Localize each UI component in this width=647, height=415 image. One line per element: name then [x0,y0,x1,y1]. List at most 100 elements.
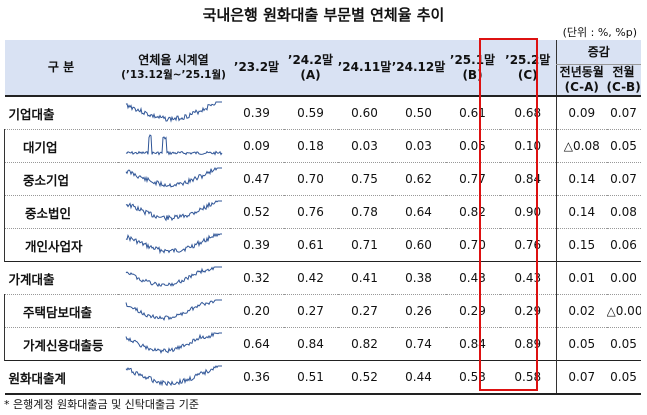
sparkline-chart [125,101,222,123]
change-yoy-cell: 0.15 [556,228,607,262]
row-label: 중소법인 [4,195,118,229]
table-row: 가계신용대출등 0.64 0.84 0.82 0.74 0.84 0.89 0.05 0.05 [4,327,641,361]
change-yoy-cell: △0.08 [556,129,607,163]
footnote: * 은행계정 원화대출금 및 신탁대출금 기준 [4,398,200,411]
header-series-range: (’13.12월~’25.1월) [121,68,226,81]
value-cell: 0.60 [405,238,432,252]
row-label: 주택담보대출 [4,294,118,328]
change-mom-cell: 0.05 [610,337,637,351]
value-cell: 0.43 [459,271,486,285]
header-change-yoy: 전년동월 (C-A) [556,64,607,97]
sparkline-chart [125,134,222,156]
value-cell: 0.70 [297,172,324,186]
value-cell: 0.20 [243,304,270,318]
header-col-0: ’23.2말 [229,40,284,97]
header-series: 연체율 시계열 (’13.12월~’25.1월) [117,40,230,97]
value-cell: 0.03 [405,139,432,153]
value-cell: 0.53 [459,370,486,384]
change-yoy-cell: 0.05 [556,327,607,361]
value-cell: 0.36 [243,370,270,384]
sparkline-chart [125,232,222,255]
value-cell: 0.42 [297,271,324,285]
change-mom-cell: 0.08 [610,205,637,219]
header-col-2: ’24.11말 [337,40,392,97]
sparkline-line [125,299,222,321]
row-label: 개인사업자 [4,228,118,262]
value-cell: 0.64 [243,337,270,351]
value-cell: 0.41 [351,271,378,285]
sparkline-line [125,166,222,188]
value-cell: 0.75 [351,172,378,186]
sparkline-chart [125,266,222,288]
value-cell: 0.61 [459,106,486,120]
sparkline-line [125,134,222,156]
sparkline-cell [118,130,230,163]
value-cell: 0.52 [351,370,378,384]
sparkline-cell [118,196,230,229]
header-col-1: ’24.2말 (A) [283,40,338,97]
value-cell: 0.60 [351,106,378,120]
value-cell: 0.58 [514,370,542,384]
table-row: 중소법인 0.52 0.76 0.78 0.64 0.82 0.90 0.14 0.08 [4,195,641,229]
header-col-5: ’25.2말 (C) [499,40,557,97]
change-mom-cell: 0.07 [610,106,637,120]
sparkline-cell [118,262,230,295]
row-label: 대기업 [4,129,118,163]
change-yoy-cell: 0.14 [556,195,607,229]
value-cell: 0.51 [297,370,324,384]
value-cell: 0.47 [243,172,270,186]
value-cell: 0.29 [514,304,542,318]
change-yoy-cell: 0.14 [556,162,607,196]
change-yoy-cell: 0.01 [556,261,607,295]
row-label: 가계대출 [8,271,55,287]
table-row: 원화대출계 0.36 0.51 0.52 0.44 0.53 0.58 0.07 0.05 [4,360,641,395]
header-change-mom: 전월 (C-B) [606,64,641,97]
sparkline-cell [118,163,230,196]
sparkline-line [125,232,222,255]
page-title: 국내은행 원화대출 부문별 연체율 추이 [202,6,445,24]
table-row: 기업대출 0.39 0.59 0.60 0.50 0.61 0.68 0.09 0.07 [4,96,641,130]
value-cell: 0.61 [297,238,324,252]
header-series-title: 연체율 시계열 [138,52,209,67]
table-row: 대기업 0.09 0.18 0.03 0.03 0.05 0.10 △0.08 0.05 [4,129,641,163]
value-cell: 0.44 [405,370,432,384]
value-cell: 0.18 [297,139,324,153]
sparkline-line [125,200,222,222]
value-cell: 0.89 [514,337,542,351]
value-cell: 0.32 [243,271,270,285]
value-cell: 0.09 [243,139,270,153]
sparkline-chart [125,200,222,222]
value-cell: 0.10 [514,139,542,153]
sparkline-cell [118,328,230,361]
change-mom-cell: 0.05 [610,370,637,384]
sparkline-cell [118,361,230,395]
value-cell: 0.76 [514,238,542,252]
value-cell: 0.82 [459,205,486,219]
sparkline-chart [125,299,222,321]
value-cell: 0.39 [243,238,270,252]
sparkline-chart [125,331,222,354]
change-yoy-cell: 0.07 [556,360,607,394]
sparkline-line [125,365,222,387]
sparkline-cell [118,295,230,328]
value-cell: 0.29 [459,304,486,318]
sparkline-line [125,266,222,288]
change-yoy-cell: 0.02 [556,294,607,328]
delinquency-table: 구 분 연체율 시계열 (’13.12월~’25.1월) ’23.2말 ’24.… [4,40,641,395]
value-cell: 0.27 [297,304,324,318]
row-label: 가계신용대출등 [4,327,118,361]
sparkline-cell [118,229,230,262]
change-mom-cell: 0.06 [610,238,637,252]
value-cell: 0.59 [297,106,324,120]
value-cell: 0.77 [459,172,486,186]
sparkline-chart [125,365,222,387]
table-row: 중소기업 0.47 0.70 0.75 0.62 0.77 0.84 0.14 0.07 [4,162,641,196]
value-cell: 0.05 [459,139,486,153]
value-cell: 0.82 [351,337,378,351]
value-cell: 0.62 [405,172,432,186]
sparkline-line [125,101,222,123]
value-cell: 0.27 [351,304,378,318]
header-col-3: ’24.12말 [391,40,446,97]
value-cell: 0.68 [514,106,542,120]
sparkline-cell [118,96,230,130]
